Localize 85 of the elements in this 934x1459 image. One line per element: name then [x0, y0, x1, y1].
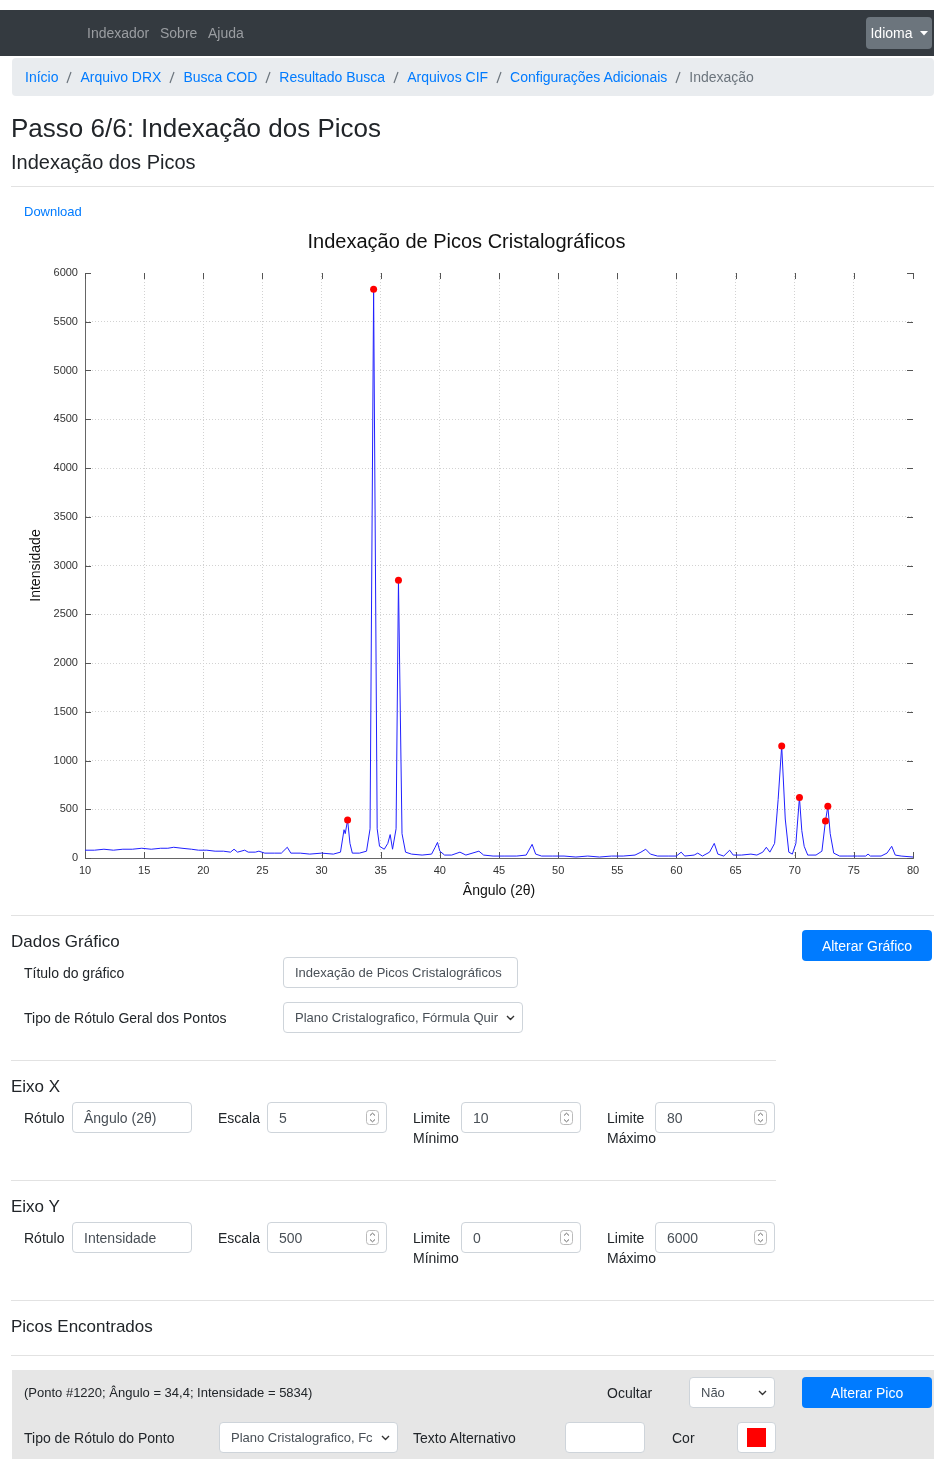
y-tick-label: 5500 [53, 314, 78, 327]
x-axis-title: Ângulo (2θ) [462, 882, 536, 899]
point [394, 576, 402, 584]
text: Indexador [87, 24, 150, 42]
text: Passo 6/6: Indexação dos Picos [11, 111, 382, 145]
text: (Ponto #1220; Ângulo = 34,4; Intensidade = 5834) [24, 1385, 313, 1401]
y-tick-label: 2500 [53, 607, 78, 620]
point [778, 742, 786, 750]
point [824, 802, 832, 810]
text: Limite Máximo [607, 1109, 657, 1148]
text: Início [25, 69, 59, 85]
dropdown: Não [689, 1377, 775, 1408]
text: Picos Encontrados [11, 1315, 153, 1337]
text: Dados Gráfico [11, 930, 120, 952]
button: Alterar Pico [802, 1377, 932, 1408]
text: Tipo de Rótulo Geral dos Pontos [24, 1009, 227, 1027]
y-tick-label: 4000 [53, 461, 78, 474]
x-tick-label: 55 [611, 863, 624, 876]
x-tick-label: 50 [552, 863, 565, 876]
x-tick-label: 65 [729, 863, 742, 876]
text: Busca COD [183, 69, 258, 85]
text-field: Intensidade [72, 1222, 192, 1253]
x-tick-label: 25 [256, 863, 269, 876]
number-field: 5 [267, 1102, 387, 1133]
y-tick-label: 3500 [53, 509, 78, 522]
text: Download [24, 204, 82, 220]
text: Escala [218, 1109, 261, 1127]
number-field: 500 [267, 1222, 387, 1253]
point [821, 817, 829, 825]
y-tick-label: 2000 [53, 656, 78, 669]
x-tick-label: 15 [138, 863, 151, 876]
y-axis-title: Intensidade [27, 529, 44, 602]
text: Indexação [689, 69, 754, 85]
x-tick-label: 40 [433, 863, 446, 876]
button: Alterar Gráfico [802, 930, 932, 961]
x-tick-label: 10 [78, 863, 92, 876]
point [795, 794, 803, 802]
button: Idioma [866, 17, 932, 49]
text-field: Indexação de Picos Cristalográficos [283, 957, 518, 988]
text: Ajuda [208, 24, 244, 42]
number-field: 0 [461, 1222, 581, 1253]
chart-title: Indexação de Picos Cristalográficos [307, 229, 626, 252]
text: Tipo de Rótulo do Ponto [24, 1429, 175, 1447]
y-tick-label: 1500 [53, 704, 78, 717]
y-tick-label: 500 [59, 802, 78, 815]
text: Indexação dos Picos [11, 149, 196, 175]
x-tick-label: 30 [315, 863, 328, 876]
point [344, 816, 352, 824]
x-tick-label: 45 [492, 863, 506, 876]
text: Eixo X [11, 1075, 61, 1097]
x-tick-label: 35 [374, 863, 387, 876]
text: Cor [672, 1429, 695, 1447]
dropdown: Plano Cristalografico, Fórmula Quir [283, 1002, 524, 1033]
text: Limite Máximo [607, 1229, 657, 1268]
y-tick-label: 4500 [53, 412, 78, 425]
x-tick-label: 60 [670, 863, 683, 876]
y-tick-label: 3000 [53, 558, 78, 571]
number-field: 80 [655, 1102, 775, 1133]
text: Limite Mínimo [413, 1109, 460, 1148]
number-field: 10 [461, 1102, 581, 1133]
text: Resultado Busca [279, 69, 386, 85]
text: Arquivos CIF [407, 69, 489, 85]
x-tick-label: 80 [906, 863, 920, 876]
text: Arquivo DRX [80, 69, 162, 85]
text: Limite Mínimo [413, 1229, 460, 1268]
y-tick-label: 6000 [53, 266, 78, 279]
text: Sobre [160, 24, 198, 42]
y-tick-label: 0 [71, 851, 78, 864]
x-tick-label: 75 [847, 863, 860, 876]
x-tick-label: 70 [788, 863, 801, 876]
text: Título do gráfico [24, 964, 125, 982]
number-field: 6000 [655, 1222, 775, 1253]
text: Rótulo [24, 1229, 65, 1247]
point [370, 285, 378, 293]
x-tick-label: 20 [197, 863, 210, 876]
text: Ocultar [607, 1384, 653, 1402]
text: Texto Alternativo [413, 1429, 516, 1447]
text: Eixo Y [11, 1195, 60, 1217]
text: Configurações Adicionais [510, 69, 668, 85]
text: Escala [218, 1229, 261, 1247]
dropdown: Plano Cristalografico, Fc [219, 1422, 398, 1453]
text: Rótulo [24, 1109, 65, 1127]
y-tick-label: 1000 [53, 753, 78, 766]
y-tick-label: 5000 [53, 363, 78, 376]
text-field: Ângulo (2θ) [72, 1102, 192, 1133]
